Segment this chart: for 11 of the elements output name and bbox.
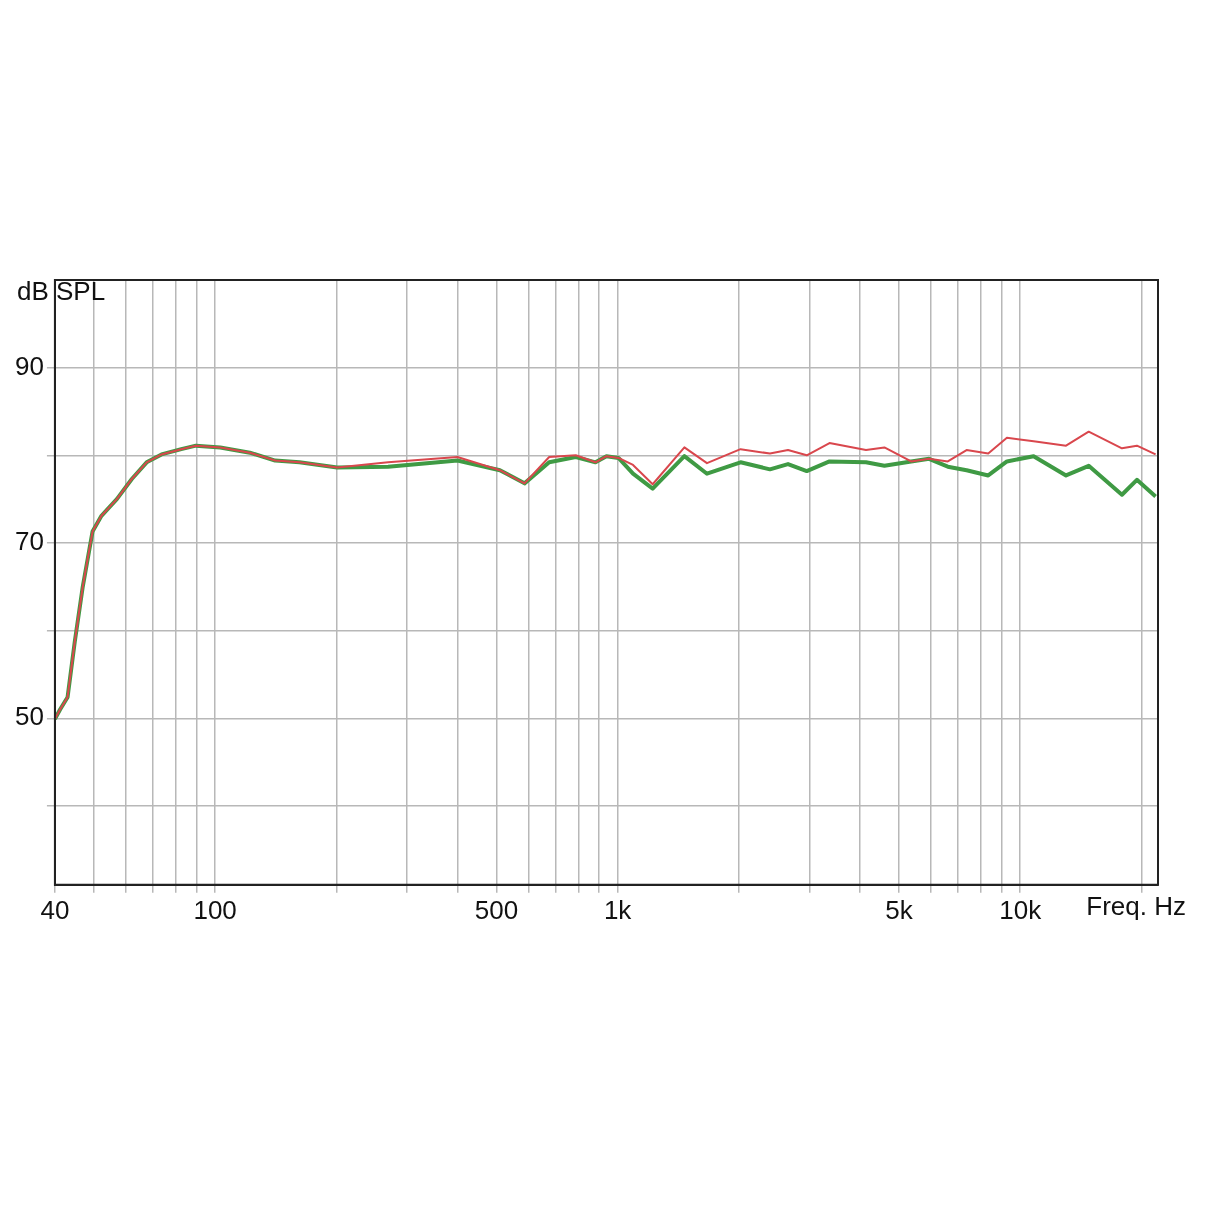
x-axis-title: Freq. Hz	[1086, 890, 1186, 921]
x-tick-label: 5k	[885, 894, 914, 925]
y-axis-title: dB SPL	[16, 276, 106, 307]
x-tick-label: 100	[193, 894, 237, 925]
y-tick-label: 50	[15, 701, 44, 732]
x-tick-label: 1k	[603, 894, 633, 925]
x-tick-label: 10k	[999, 894, 1043, 925]
y-tick-label: 70	[15, 526, 44, 557]
y-tick-label: 90	[15, 350, 44, 381]
x-tick-label: 40	[40, 894, 70, 925]
x-tick-label: 500	[474, 894, 519, 925]
